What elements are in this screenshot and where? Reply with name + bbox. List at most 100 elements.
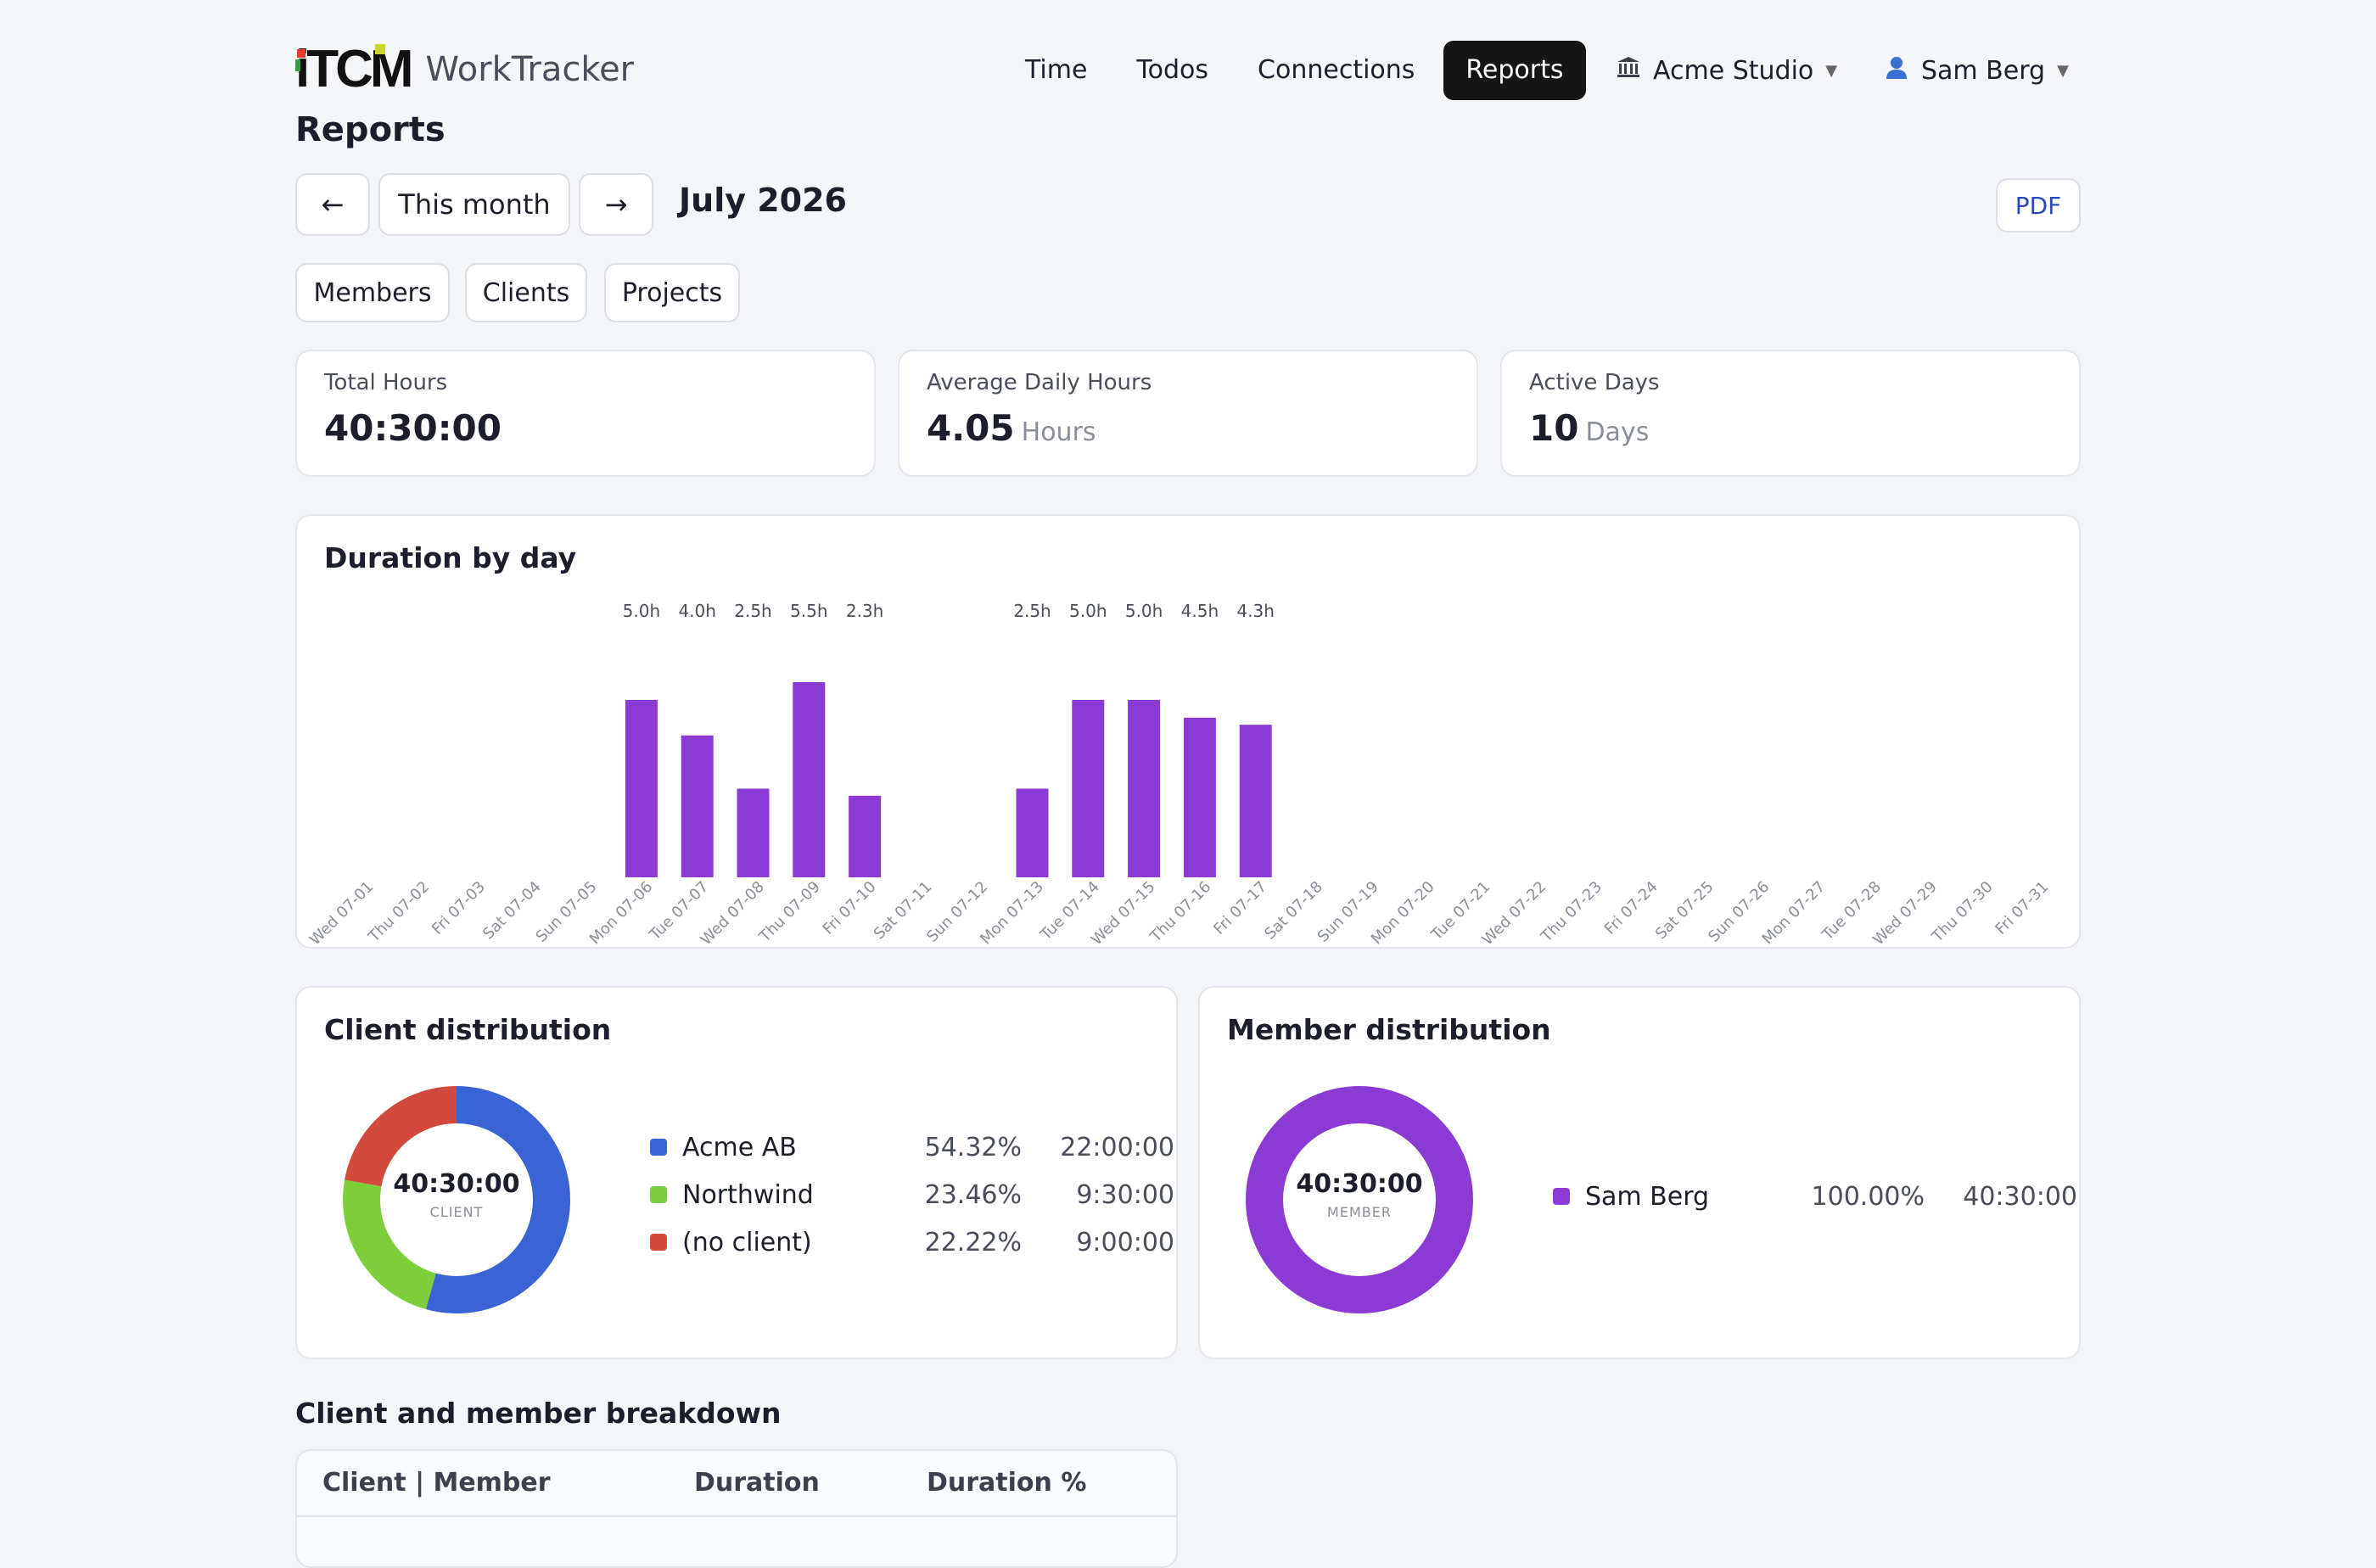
bar-value-label: 5.0h <box>1125 601 1163 621</box>
logo-mark: iTCM <box>295 40 414 98</box>
bar-fri-07-10[interactable] <box>849 795 882 877</box>
legend-swatch <box>650 1234 667 1251</box>
legend-name: Acme AB <box>682 1132 797 1162</box>
main-nav: Time Todos Connections Reports <box>1003 41 1586 100</box>
breakdown-title: Client and member breakdown <box>295 1397 782 1430</box>
page-title: Reports <box>295 110 446 149</box>
bar-value-label: 2.5h <box>734 601 771 621</box>
average-daily-hours-card: Average Daily Hours 4.05 Hours <box>898 350 1478 477</box>
x-tick-label: Thu 07-16 <box>1146 878 1214 946</box>
duration-by-day-card: Duration by day Wed 07-01 Thu 07-02 Fri 07… <box>295 514 2081 949</box>
legend-item[interactable]: Acme AB 54.32% 22:00:00 <box>650 1123 1174 1171</box>
bar-tue-07-07[interactable] <box>681 735 714 877</box>
workspace-dropdown[interactable]: Acme Studio ▼ <box>1616 54 1837 87</box>
legend-duration: 40:30:00 <box>1963 1181 2077 1212</box>
user-menu[interactable]: Sam Berg ▼ <box>1884 54 2069 87</box>
column-header-duration-pct[interactable]: Duration % <box>927 1468 1087 1498</box>
app-logo[interactable]: iTCM WorkTracker <box>295 40 634 98</box>
card-title: Client distribution <box>324 1013 612 1046</box>
stat-value: 40:30:00 <box>324 407 502 449</box>
legend-duration: 9:00:00 <box>1076 1227 1174 1257</box>
x-tick-label: Thu 07-02 <box>365 878 433 946</box>
donut-center-value: 40:30:00 <box>1296 1169 1423 1199</box>
legend-item[interactable]: (no client) 22.22% 9:00:00 <box>650 1218 1174 1266</box>
bar-thu-07-09[interactable] <box>793 682 826 877</box>
column-header-client-member[interactable]: Client | Member <box>322 1468 551 1498</box>
member-donut-chart <box>1246 1086 1473 1313</box>
legend-swatch <box>1553 1188 1570 1205</box>
stat-label: Active Days <box>1529 370 1660 395</box>
member-distribution-card: Member distribution 40:30:00 MEMBER Sam … <box>1198 986 2081 1359</box>
bar-wed-07-15[interactable] <box>1128 699 1161 877</box>
stat-label: Average Daily Hours <box>927 370 1152 395</box>
current-month: July 2026 <box>679 182 847 219</box>
filter-members-button[interactable]: Members <box>295 263 450 322</box>
bar-value-label: 5.5h <box>790 601 827 621</box>
bar-value-label: 5.0h <box>623 601 660 621</box>
member-legend: Sam Berg 100.00% 40:30:00 <box>1553 1173 2077 1220</box>
chart-title: Duration by day <box>324 541 577 574</box>
table-divider <box>297 1515 1176 1517</box>
this-month-button[interactable]: This month <box>378 173 570 236</box>
next-period-button[interactable]: → <box>579 173 653 236</box>
legend-item[interactable]: Northwind 23.46% 9:30:00 <box>650 1171 1174 1218</box>
bar-value-label: 2.3h <box>846 601 883 621</box>
workspace-name: Acme Studio <box>1653 55 1814 86</box>
pdf-export-button[interactable]: PDF <box>1996 178 2081 232</box>
nav-time[interactable]: Time <box>1025 55 1088 85</box>
filter-clients-button[interactable]: Clients <box>465 263 587 322</box>
user-icon <box>1884 54 1909 87</box>
client-legend: Acme AB 54.32% 22:00:00 Northwind 23.46% 9:30… <box>650 1123 1174 1266</box>
building-icon <box>1616 54 1641 87</box>
nav-reports[interactable]: Reports <box>1443 41 1586 100</box>
donut-slice-sam-berg[interactable] <box>1246 1086 1473 1313</box>
bar-tue-07-14[interactable] <box>1072 699 1105 877</box>
legend-name: Northwind <box>682 1179 814 1210</box>
stat-unit: Days <box>1585 417 1650 447</box>
stat-value: 10 <box>1529 407 1579 449</box>
bar-value-label: 4.0h <box>678 601 715 621</box>
legend-item[interactable]: Sam Berg 100.00% 40:30:00 <box>1553 1173 2077 1220</box>
donut-center-value: 40:30:00 <box>393 1169 520 1199</box>
legend-percent: 22.22% <box>924 1227 1022 1257</box>
column-header-duration[interactable]: Duration <box>694 1468 820 1498</box>
legend-percent: 54.32% <box>924 1132 1022 1162</box>
x-tick-label: Thu 07-23 <box>1538 878 1605 946</box>
breakdown-table: Client | Member Duration Duration % <box>295 1449 1178 1568</box>
bar-value-label: 2.5h <box>1013 601 1051 621</box>
bar-mon-07-13[interactable] <box>1016 788 1049 877</box>
stat-unit: Hours <box>1021 417 1096 447</box>
x-tick-label: Thu 07-09 <box>755 878 823 946</box>
bar-fri-07-17[interactable] <box>1239 725 1272 877</box>
legend-name: Sam Berg <box>1585 1181 1710 1212</box>
legend-percent: 23.46% <box>924 1179 1022 1210</box>
client-donut-chart <box>343 1086 570 1313</box>
legend-swatch <box>650 1186 667 1203</box>
chevron-down-icon: ▼ <box>1825 61 1838 80</box>
user-name: Sam Berg <box>1921 55 2046 86</box>
x-tick-label: Fri 07-31 <box>1992 878 2052 938</box>
chevron-down-icon: ▼ <box>2057 61 2069 80</box>
filter-projects-button[interactable]: Projects <box>604 263 740 322</box>
previous-period-button[interactable]: ← <box>295 173 370 236</box>
x-tick-label: Wed 07-01 <box>306 878 378 947</box>
bar-thu-07-16[interactable] <box>1183 717 1216 877</box>
active-days-card: Active Days 10 Days <box>1500 350 2081 477</box>
stat-value: 4.05 <box>927 407 1015 449</box>
bar-value-label: 4.5h <box>1181 601 1219 621</box>
donut-slice-northwind[interactable] <box>343 1086 570 1313</box>
donut-center-label: MEMBER <box>1327 1204 1392 1220</box>
client-distribution-card: Client distribution 40:30:00 CLIENT Acme… <box>295 986 1178 1359</box>
legend-swatch <box>650 1139 667 1156</box>
stat-label: Total Hours <box>324 370 448 395</box>
donut-center-label: CLIENT <box>429 1204 484 1220</box>
bar-wed-07-08[interactable] <box>737 788 770 877</box>
nav-todos[interactable]: Todos <box>1136 55 1209 85</box>
bar-mon-07-06[interactable] <box>625 699 658 877</box>
nav-connections[interactable]: Connections <box>1258 55 1415 85</box>
donut-slice--no-client-[interactable] <box>343 1086 570 1313</box>
total-hours-card: Total Hours 40:30:00 <box>295 350 876 477</box>
legend-duration: 22:00:00 <box>1060 1132 1174 1162</box>
legend-duration: 9:30:00 <box>1076 1179 1174 1210</box>
